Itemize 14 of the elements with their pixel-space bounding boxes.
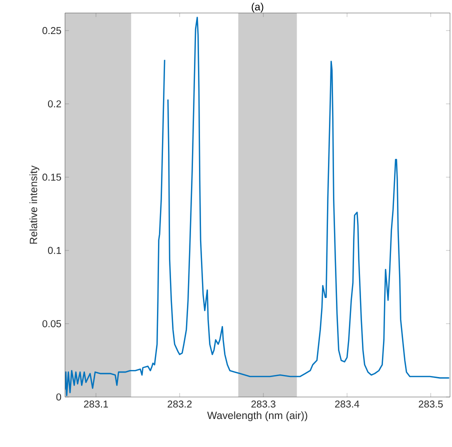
y-tick-label: 0	[56, 393, 62, 401]
y-tick-label: 0.2	[48, 100, 61, 108]
y-tick-label: 0.15	[42, 174, 62, 181]
y-tick-label: 0.25	[42, 27, 62, 34]
x-tick-label: 283.3	[251, 400, 276, 408]
y-tick-label: 0.1	[48, 246, 62, 254]
x-tick-label: 283.2	[168, 400, 192, 408]
x-tick-label: 283.1	[84, 400, 108, 408]
y-axis-title: Relative intensity	[30, 166, 40, 244]
y-tick-label: 0.05	[42, 320, 62, 328]
x-tick-label: 283.4	[335, 400, 360, 408]
x-axis-title: Wavelength (nm (air))	[207, 411, 308, 422]
chart-title: (a)	[252, 2, 264, 13]
x-tick-label: 283.5	[418, 400, 443, 408]
